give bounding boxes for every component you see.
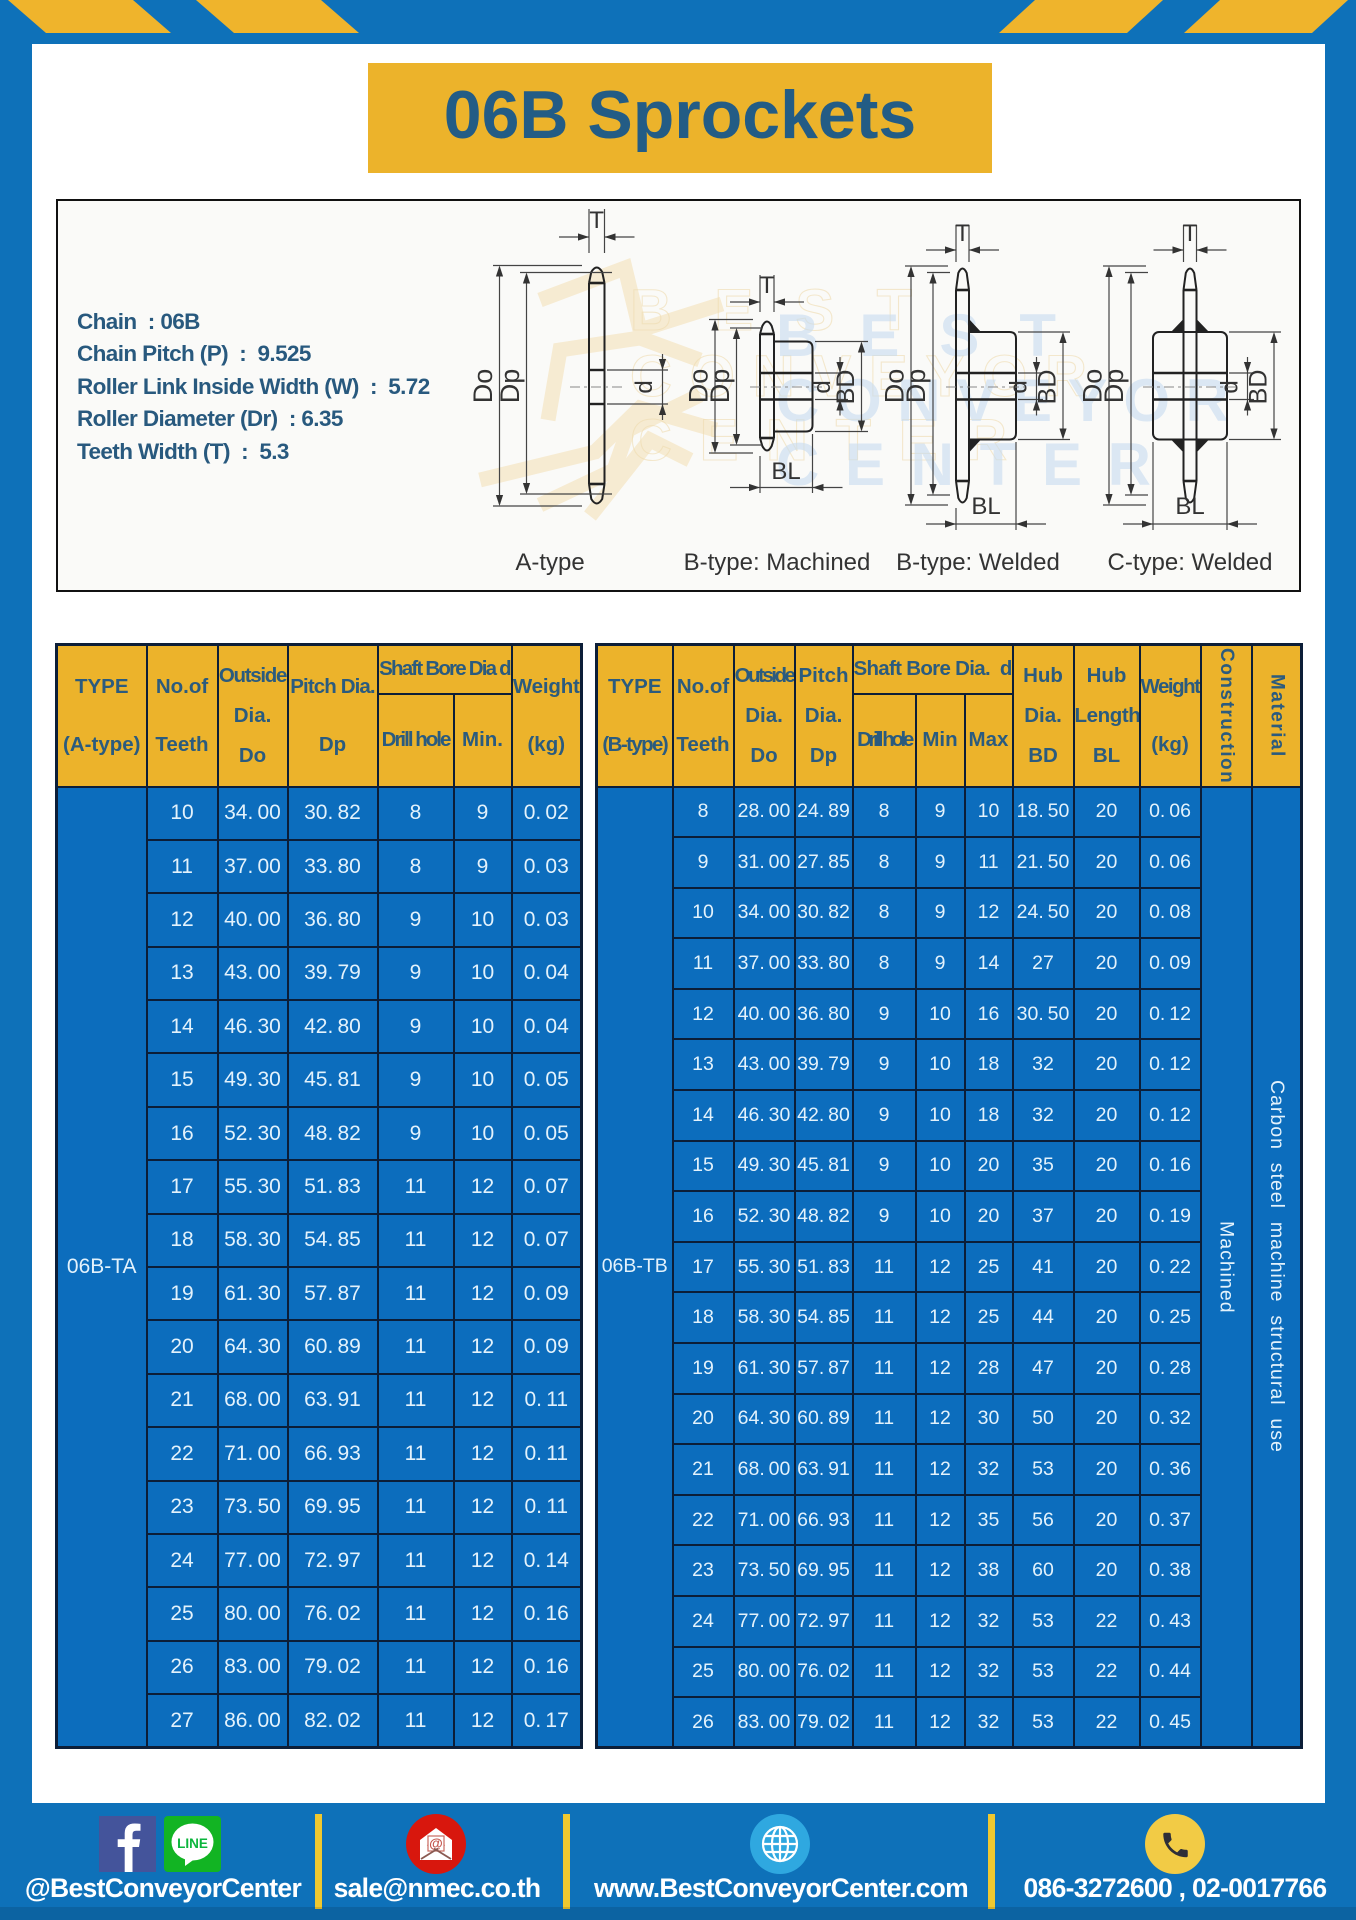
svg-text:B-type: Machined: B-type: Machined <box>684 549 871 576</box>
svg-text:T: T <box>1183 220 1198 247</box>
svg-text:B-type: Welded: B-type: Welded <box>896 549 1060 576</box>
svg-text:d: d <box>809 380 836 393</box>
svg-text:C-type: Welded: C-type: Welded <box>1108 549 1273 576</box>
svg-text:LINE: LINE <box>177 1836 208 1851</box>
svg-text:BL: BL <box>1175 493 1204 520</box>
svg-text:T: T <box>955 220 970 247</box>
svg-text:Do: Do <box>1078 369 1108 404</box>
svg-text:d: d <box>1217 380 1244 393</box>
svg-text:Dp: Dp <box>495 369 525 404</box>
svg-text:@: @ <box>429 1835 443 1851</box>
svg-text:Dp: Dp <box>1099 369 1129 404</box>
svg-text:BL: BL <box>971 493 1000 520</box>
svg-text:d: d <box>1006 380 1033 393</box>
svg-text:T: T <box>760 272 775 299</box>
svg-text:Do: Do <box>468 369 498 404</box>
svg-text:Dp: Dp <box>901 369 931 404</box>
svg-text:T: T <box>589 207 604 234</box>
svg-text:Do: Do <box>684 369 714 404</box>
svg-text:A-type: A-type <box>515 549 584 576</box>
svg-text:BD: BD <box>1245 370 1273 405</box>
svg-text:BD: BD <box>1034 370 1062 405</box>
svg-text:BD: BD <box>832 370 860 405</box>
svg-text:Do: Do <box>880 369 910 404</box>
svg-text:Dp: Dp <box>705 369 735 404</box>
svg-text:d: d <box>631 380 658 393</box>
svg-text:BL: BL <box>771 458 800 485</box>
svg-text:BEST: BEST <box>776 302 1064 369</box>
